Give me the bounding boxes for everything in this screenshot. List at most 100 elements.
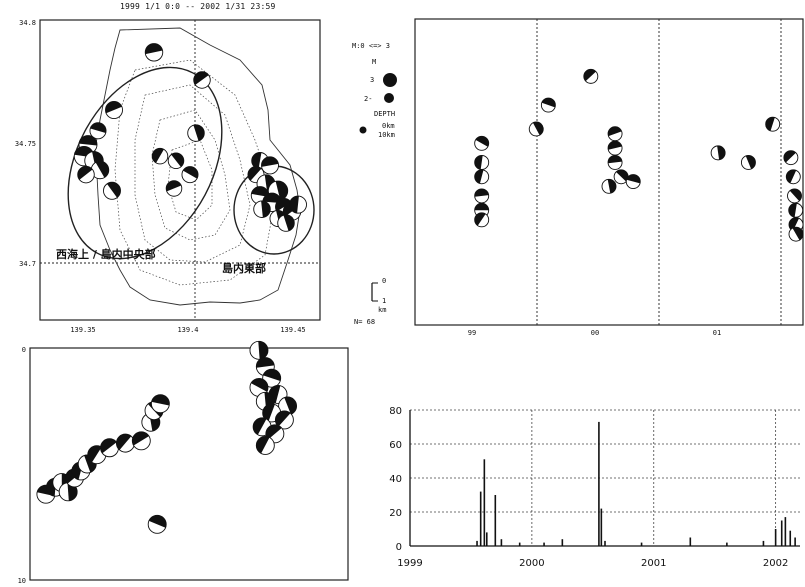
map-event-marker-quadrant [251,152,262,169]
depth-event-marker-quadrant [265,424,282,440]
map-event-marker-quadrant [283,214,295,231]
depth-event-marker [262,368,282,388]
scale-top-label: 0 [382,277,386,285]
count-x-tick-label: 2000 [519,558,544,569]
map-event-marker [261,156,279,175]
map-event-marker-quadrant [171,153,184,167]
count-bar [600,508,603,546]
map-event-marker-quadrant [166,180,182,192]
map-event-marker [77,165,95,184]
mt-event-marker-quadrant [626,174,641,184]
count-bar [794,537,796,546]
map-event-marker-quadrant [247,166,262,181]
epicenter-map: 34.8 34.75 34.7 139.35 139.4 139.45 西海上 … [15,19,321,334]
mt-event-marker-quadrant [474,188,489,197]
mt-event-marker [788,202,804,218]
map-event-marker-quadrant [251,186,269,197]
contour-line-3 [151,109,231,241]
mt-event-marker [613,169,629,185]
count-bar [726,542,728,546]
map-event-marker-quadrant [95,161,109,178]
mt-event-marker [474,169,490,185]
event-count: N= 68 [354,318,375,326]
depth-event-marker [100,438,119,458]
mt-events [474,68,804,242]
map-event-marker-quadrant [145,43,163,55]
count-x-tick-label: 2002 [763,558,788,569]
count-grid [409,409,800,546]
mt-event-marker-quadrant [608,126,622,137]
depth-event-marker-quadrant [256,436,270,454]
mt-event-marker [474,212,490,228]
map-event-marker-quadrant [183,166,199,179]
mt-event-marker-quadrant [474,169,484,184]
depth-event-marker-quadrant [151,394,170,406]
map-period-header: 1999 1/1 0:0 -- 2002 1/31 23:59 [120,2,276,11]
map-event-marker-quadrant [289,196,299,214]
legend-m-value: 3 [370,76,374,84]
mt-event-marker-quadrant [474,155,483,170]
map-event-marker-quadrant [261,200,271,218]
depth-event-marker-quadrant [87,445,102,463]
count-axes: 0 20 40 60 80 1999 2000 2001 2002 [389,406,800,569]
legend-m3-marker [383,73,397,87]
depth-event-marker-quadrant [132,431,149,446]
mt-event-marker [474,188,490,204]
mt-event-marker [710,145,726,161]
count-y-tick-label: 40 [389,474,402,485]
mt-x-label: 00 [591,329,599,337]
mt-x-label: 01 [713,329,721,337]
lon-tick-label: 139.45 [280,326,305,334]
map-event-marker-quadrant [105,101,122,114]
mt-event-marker [583,68,599,84]
count-bar [479,491,482,546]
mt-event-marker-quadrant [607,179,616,194]
contour-line-4 [167,139,213,221]
legend-m2-marker [384,93,394,103]
contour-line-1 [114,59,276,286]
legend-m-value: 2- [364,95,372,103]
legend-depth-value: 10km [378,131,395,139]
mt-frame [414,18,804,326]
map-event-marker [193,71,211,89]
depth-event-marker-quadrant [256,357,275,368]
mt-event-marker [740,154,756,170]
mt-event-marker [474,135,490,151]
map-event-marker [151,147,169,165]
map-event-marker-quadrant [262,193,282,203]
mt-event-marker-quadrant [792,227,803,241]
mt-event-marker-quadrant [532,122,544,136]
count-bar [604,540,606,546]
count-bar [640,542,643,546]
map-event-marker [105,101,123,119]
mt-event-marker-quadrant [608,155,623,164]
mt-event-marker-quadrant [786,169,797,184]
depth-event-marker [278,396,298,416]
depth-event-marker [249,340,269,360]
count-bar [598,421,600,546]
count-bar [500,539,503,546]
magnitude-time-plot: 99 00 01 [414,18,804,337]
map-events [73,43,307,232]
mt-event-marker [540,97,556,113]
count-bar [543,542,545,546]
mt-event-marker-quadrant [475,136,489,147]
depth-event-marker [150,394,170,414]
map-event-marker-quadrant [79,135,97,146]
mt-event-marker [601,178,617,194]
depth-event-marker-quadrant [253,417,267,435]
count-y-tick-label: 80 [389,406,402,417]
count-bar [485,532,488,546]
map-event-marker-quadrant [193,71,209,85]
map-event-marker-quadrant [193,124,205,141]
mt-event-marker [787,188,802,204]
depth-top-label: 0 [22,346,26,354]
lon-tick-label: 139.4 [177,326,198,334]
count-bar [780,520,783,546]
mt-event-marker [607,154,623,170]
map-event-marker [78,135,98,155]
count-x-tick-label: 2001 [641,558,666,569]
depth-event-marker-quadrant [116,434,132,450]
map-event-marker-quadrant [275,181,288,201]
legend: M:0 <=> 3 M 3 2- DEPTH 0km 10km 0 1 km N… [352,42,397,326]
